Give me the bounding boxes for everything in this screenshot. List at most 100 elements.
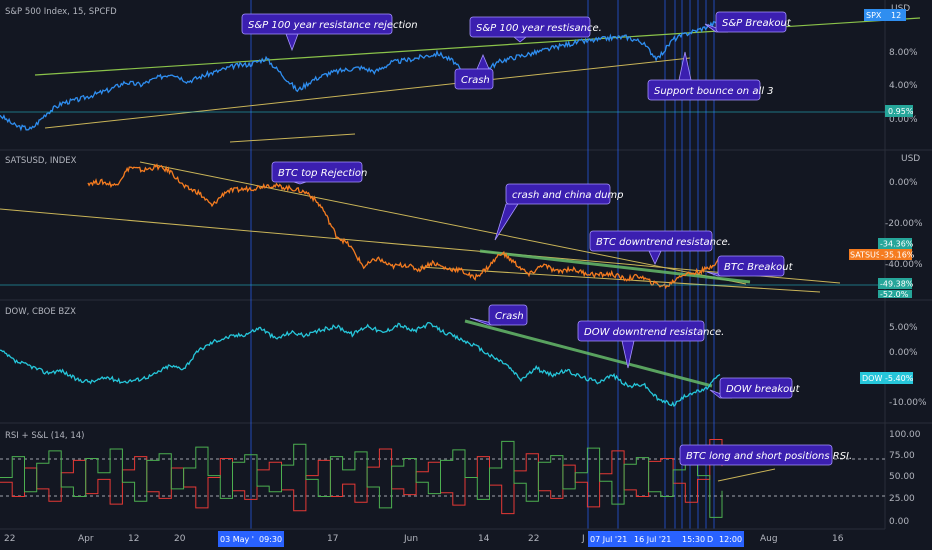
x-tick: 14 xyxy=(478,534,490,544)
rsi-tick: 0.00 xyxy=(889,517,909,527)
spx-level-label: 0.95% xyxy=(888,107,914,116)
x-tick: 22 xyxy=(4,534,15,544)
date-highlight xyxy=(254,531,284,547)
x-tick: 12 xyxy=(128,534,139,544)
satsusd-right-label: -49.38% xyxy=(880,280,914,289)
spx-value-tag xyxy=(888,9,906,21)
callout-text: Crash xyxy=(461,75,490,86)
callout-box xyxy=(717,255,785,277)
dow-value-tag xyxy=(883,372,913,384)
btc-downtrend-resistance-line xyxy=(479,249,751,284)
callout-text: BTC top Rejection xyxy=(278,168,367,179)
satsusd-tick: -40.00% xyxy=(885,260,923,270)
rsi-title: RSI + S&L (14, 14) xyxy=(5,431,84,441)
callout-box xyxy=(488,304,528,326)
satsusd-currency: USD xyxy=(901,154,920,164)
dow-pane: DOW, CBOE BZX 5.00% 0.00% -10.00% DOW -5… xyxy=(0,307,927,408)
callout-box xyxy=(577,320,705,342)
highlight-marker: D xyxy=(707,535,713,544)
rsi-short-line xyxy=(0,439,723,515)
btc-lower-trendline xyxy=(419,266,821,293)
satsusd-value-tag xyxy=(879,249,912,260)
annotation-callout: S&P Breakout xyxy=(704,11,792,33)
highlight-date: 07 Jul '21 xyxy=(590,535,627,544)
callout-box xyxy=(241,13,393,35)
annotations: S&P 100 year resistance rejection S&P 100… xyxy=(241,11,852,466)
x-tick: 17 xyxy=(327,534,338,544)
dow-series-line xyxy=(0,321,721,407)
callout-text: BTC Breakout xyxy=(724,262,794,273)
callout-box xyxy=(589,230,713,252)
satsusd-tick: 0.00% xyxy=(889,178,918,188)
callout-box xyxy=(679,444,833,466)
spx-series-line xyxy=(0,20,721,132)
callout-text: DOW downtrend resistance. xyxy=(584,327,724,338)
x-tick: Apr xyxy=(78,534,94,544)
annotation-callout: crash and china dump xyxy=(494,183,624,241)
rsi-tick: 25.00 xyxy=(889,494,915,504)
spx-tick: 0.00% xyxy=(889,115,918,125)
callout-box xyxy=(719,377,793,399)
callout-text: crash and china dump xyxy=(512,190,624,201)
highlight-date: 16 Jul '21 xyxy=(634,535,671,544)
satsusd-right-label: -52.0% xyxy=(880,290,909,299)
highlight-time: 15:30 xyxy=(682,535,705,544)
satsusd-series-line xyxy=(87,163,723,290)
date-highlight-range xyxy=(588,531,744,547)
satsusd-value: -35.16% xyxy=(881,251,915,260)
highlight-date: 03 May '21 xyxy=(220,535,264,544)
annotation-callout: Crash xyxy=(454,53,494,90)
satsusd-symbol: SATSUSD xyxy=(850,251,887,260)
callout-text: S&P 100 year restisance. xyxy=(476,23,602,34)
callout-text: S&P Breakout xyxy=(722,18,792,29)
highlight-time: 12:00 xyxy=(719,535,742,544)
rsi-long-line xyxy=(0,440,723,518)
callout-box xyxy=(505,183,611,205)
rsi-pane: RSI + S&L (14, 14) 100.00 75.00 50.00 25… xyxy=(0,430,921,527)
x-tick: Aug xyxy=(760,534,778,544)
callout-box xyxy=(469,16,591,38)
dow-title: DOW, CBOE BZX xyxy=(5,307,76,317)
x-tick: 16 xyxy=(832,534,844,544)
annotation-callout: S&P 100 year resistance rejection xyxy=(241,13,418,52)
x-tick: 22 xyxy=(528,534,539,544)
date-highlight xyxy=(218,531,254,547)
spx-title: S&P 500 Index, 15, SPCFD xyxy=(5,7,117,17)
rsi-pointer-line xyxy=(717,468,776,482)
callout-text: DOW breakout xyxy=(726,384,801,395)
annotation-callout: BTC downtrend resistance. xyxy=(589,230,731,265)
callout-box xyxy=(454,68,494,90)
spx-tick: 8.00% xyxy=(889,48,918,58)
rsi-tick: 75.00 xyxy=(889,451,915,461)
satsusd-tick: -20.00% xyxy=(885,219,923,229)
dow-tick: 5.00% xyxy=(889,323,918,333)
callout-text: S&P 100 year resistance rejection xyxy=(248,20,418,31)
annotation-callout: BTC top Rejection xyxy=(271,161,367,185)
spx-minor-line xyxy=(229,133,356,143)
callout-box xyxy=(271,161,363,183)
spx-symbol: SPX xyxy=(866,11,882,20)
dow-tick: 0.00% xyxy=(889,348,918,358)
satsusd-tag-1 xyxy=(878,238,912,249)
dow-symbol: DOW xyxy=(862,374,882,383)
callout-text: BTC long and short positions RSI. xyxy=(686,451,852,462)
x-tick: J xyxy=(581,534,585,544)
annotation-callout: DOW downtrend resistance. xyxy=(577,320,724,369)
spx-symbol-tag xyxy=(864,9,888,21)
satsusd-title: SATSUSD, INDEX xyxy=(5,156,77,166)
spx-level-tag xyxy=(885,105,913,117)
satsusd-pane: SATSUSD, INDEX USD 0.00% -20.00% -40.00%… xyxy=(0,154,923,299)
satsusd-symbol-tag xyxy=(849,249,879,260)
dow-symbol-tag xyxy=(860,372,883,384)
gridlines xyxy=(0,0,932,529)
rsi-tick: 100.00 xyxy=(889,430,921,440)
annotation-callout: DOW breakout xyxy=(709,377,801,399)
satsusd-tag-2 xyxy=(878,278,912,289)
x-tick: Jun xyxy=(403,534,418,544)
callout-text: Support bounce on all 3 xyxy=(654,86,774,97)
spx-value: 12 xyxy=(891,11,901,20)
callout-box xyxy=(647,79,761,101)
annotation-callout: BTC long and short positions RSI. xyxy=(679,444,852,466)
satsusd-right-label: -34.36% xyxy=(880,240,914,249)
